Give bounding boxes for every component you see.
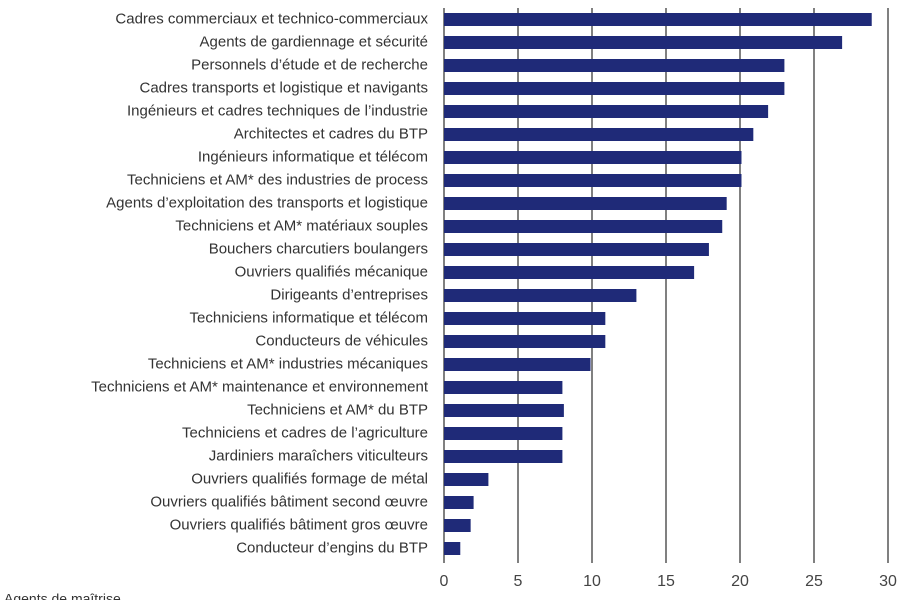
bar: [444, 473, 489, 486]
y-tick-label: Ouvriers qualifiés mécanique: [235, 263, 428, 280]
y-tick-label: Personnels d’étude et de recherche: [191, 56, 428, 73]
y-tick-label: Agents d’exploitation des transports et …: [106, 194, 428, 211]
bar: [444, 312, 606, 325]
bar: [444, 243, 709, 256]
bar: [444, 381, 563, 394]
bar: [444, 358, 591, 371]
y-tick-label: Techniciens et cadres de l’agriculture: [182, 424, 428, 441]
x-tick-label: 5: [514, 573, 523, 590]
y-tick-label: Cadres commerciaux et technico-commercia…: [115, 10, 428, 27]
y-tick-label: Conducteur d’engins du BTP: [236, 539, 428, 556]
bar: [444, 450, 563, 463]
y-tick-label: Cadres transports et logistique et navig…: [140, 79, 429, 96]
y-tick-label: Ouvriers qualifiés bâtiment gros œuvre: [170, 516, 428, 533]
y-tick-label: Techniciens et AM* du BTP: [247, 401, 428, 418]
y-tick-label: Ingénieurs et cadres techniques de l’ind…: [127, 102, 428, 119]
x-tick-label: 10: [583, 573, 601, 590]
bar: [444, 82, 785, 95]
y-tick-label: Techniciens et AM* maintenance et enviro…: [91, 378, 429, 395]
bar: [444, 59, 785, 72]
bar: [444, 404, 564, 417]
x-tick-label: 30: [879, 573, 897, 590]
x-tick-label: 15: [657, 573, 675, 590]
bar: [444, 542, 461, 555]
bar: [444, 220, 723, 233]
bar: [444, 105, 769, 118]
bar: [444, 519, 471, 532]
bar: [444, 197, 727, 210]
y-tick-label: Techniciens et AM* des industries de pro…: [127, 171, 428, 188]
y-tick-label: Ouvriers qualifiés bâtiment second œuvre: [150, 493, 428, 510]
bar: [444, 128, 754, 141]
y-tick-label: Bouchers charcutiers boulangers: [209, 240, 428, 257]
y-tick-label: Dirigeants d’entreprises: [270, 286, 428, 303]
x-tick-label: 0: [440, 573, 449, 590]
bar: [444, 266, 695, 279]
x-tick-label: 20: [731, 573, 749, 590]
y-tick-label: Ouvriers qualifiés formage de métal: [191, 470, 428, 487]
bar: [444, 13, 872, 26]
y-tick-label: Agents de gardiennage et sécurité: [200, 33, 429, 50]
footnote: Agents de maîtrise: [4, 591, 121, 600]
bar: [444, 496, 474, 509]
y-tick-label: Techniciens informatique et télécom: [190, 309, 428, 326]
y-tick-label: Techniciens et AM* matériaux souples: [175, 217, 428, 234]
x-tick-label: 25: [805, 573, 823, 590]
bar: [444, 289, 637, 302]
bar: [444, 427, 563, 440]
y-tick-label: Conducteurs de véhicules: [255, 332, 428, 349]
bar: [444, 36, 843, 49]
bar: [444, 151, 742, 164]
y-tick-label: Jardiniers maraîchers viticulteurs: [209, 447, 428, 464]
y-tick-label: Techniciens et AM* industries mécaniques: [148, 355, 428, 372]
y-tick-label: Architectes et cadres du BTP: [234, 125, 428, 142]
y-tick-label: Ingénieurs informatique et télécom: [198, 148, 428, 165]
bar: [444, 335, 606, 348]
bar: [444, 174, 742, 187]
